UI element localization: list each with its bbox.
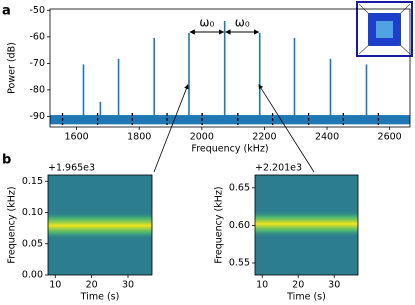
x-axis-label: Time (s) [286, 292, 326, 303]
y-tick-label: 0.05 [22, 238, 43, 249]
y-tick-label: 0.55 [229, 257, 250, 268]
y-axis-label: Frequency (kHz) [7, 186, 18, 263]
offset-label: +1.965e3 [48, 163, 95, 174]
x-tick-label: 10 [49, 280, 61, 291]
offset-label: +2.201e3 [255, 163, 302, 174]
y-tick-label: -70 [29, 58, 45, 69]
y-axis-label: Frequency (kHz) [214, 186, 225, 263]
inset [356, 1, 413, 57]
y-tick-label: 0.65 [229, 182, 250, 193]
x-tick-label: 2200 [252, 132, 276, 143]
x-tick-label: 10 [256, 280, 268, 291]
x-tick-label: 2600 [378, 132, 402, 143]
noise-floor [50, 115, 410, 125]
omega-label: ω₀ [199, 16, 214, 30]
y-tick-label: -90 [29, 111, 45, 122]
axes-frame [49, 8, 411, 128]
panel-label: b [2, 153, 11, 168]
x-tick-label: 30 [328, 280, 340, 291]
y-tick-label: -60 [29, 31, 45, 42]
y-tick-label: 0.10 [22, 207, 43, 218]
y-tick-label: -50 [29, 5, 45, 16]
x-tick-label: 2000 [190, 132, 214, 143]
y-tick-label: 0.60 [229, 220, 250, 231]
y-tick-label: -80 [29, 84, 45, 95]
x-tick-label: 1800 [127, 132, 151, 143]
connector [258, 84, 315, 173]
x-tick-label: 30 [122, 280, 134, 291]
x-tick-label: 1600 [65, 132, 89, 143]
spectral-band [48, 211, 152, 240]
x-tick-label: 20 [86, 280, 98, 291]
omega-label: ω₀ [235, 16, 250, 30]
x-axis-label: Frequency (kHz) [191, 144, 268, 155]
x-tick-label: 20 [292, 280, 304, 291]
y-tick-label: 0.00 [22, 270, 43, 281]
panel-label: a [2, 4, 11, 19]
y-tick-label: 0.15 [22, 176, 43, 187]
y-axis-label: Power (dB) [7, 42, 18, 94]
axes-frame [47, 174, 153, 276]
x-axis-label: Time (s) [80, 292, 120, 303]
spectral-band [255, 210, 358, 238]
x-tick-label: 2400 [315, 132, 339, 143]
connector [153, 84, 189, 173]
